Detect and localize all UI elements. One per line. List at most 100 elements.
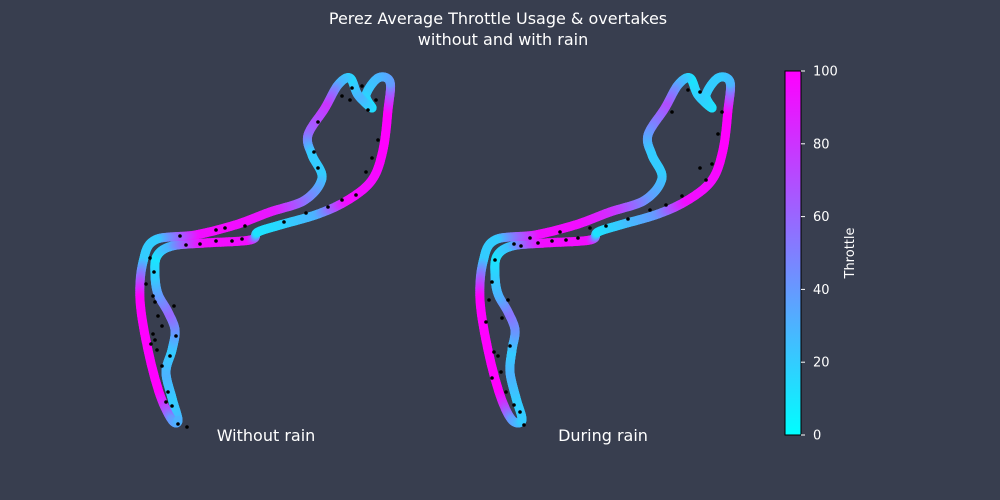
overtake-marker: [185, 425, 189, 429]
overtake-marker: [348, 98, 352, 102]
overtake-marker: [519, 244, 523, 248]
overtake-marker: [174, 334, 178, 338]
overtake-marker: [512, 242, 516, 246]
overtake-marker: [508, 344, 512, 348]
overtake-marker: [153, 338, 157, 342]
overtake-marker: [698, 90, 702, 94]
overtake-marker: [536, 241, 540, 245]
overtake-marker: [230, 239, 234, 243]
overtake-marker: [178, 234, 182, 238]
overtake-marker: [198, 242, 202, 246]
overtake-marker: [500, 316, 504, 320]
overtake-marker: [487, 298, 491, 302]
colorbar-gradient: [784, 70, 802, 436]
overtake-marker: [670, 110, 674, 114]
overtake-marker: [576, 236, 580, 240]
overtake-marker: [664, 203, 668, 207]
overtake-marker: [149, 342, 153, 346]
overtake-marker: [376, 138, 380, 142]
overtake-marker: [512, 403, 516, 407]
colorbar-ticks: 0 20 40 60 80 100: [801, 65, 838, 444]
overtake-marker: [170, 404, 174, 408]
chart-title-line-2: without and with rain: [418, 30, 588, 49]
overtake-marker: [528, 236, 532, 240]
overtake-marker: [366, 108, 370, 112]
panel-label-during-rain: During rain: [558, 426, 648, 445]
overtake-marker: [626, 217, 630, 221]
overtake-marker: [144, 282, 148, 286]
overtake-marker: [184, 243, 188, 247]
overtake-marker: [164, 400, 168, 404]
overtake-marker: [340, 94, 344, 98]
colorbar: 0 20 40 60 80 100 Throttle: [784, 65, 858, 444]
overtake-marker: [243, 224, 247, 228]
colorbar-tick-label: 60: [813, 210, 830, 225]
overtake-marker: [153, 300, 157, 304]
overtake-marker: [493, 258, 497, 262]
overtake-marker: [490, 376, 494, 380]
overtake-marker: [166, 390, 170, 394]
overtake-marker: [160, 324, 164, 328]
colorbar-label: Throttle: [843, 228, 858, 280]
overtake-marker: [326, 205, 330, 209]
panel-during-rain: [475, 72, 736, 428]
overtake-marker: [522, 423, 526, 427]
overtake-marker: [304, 211, 308, 215]
overtake-marker: [176, 422, 180, 426]
overtake-marker: [648, 208, 652, 212]
overtake-marker: [240, 237, 244, 241]
overtake-marker: [152, 270, 156, 274]
overtake-marker: [686, 88, 690, 92]
overtake-marker: [316, 120, 320, 124]
overtake-marker: [214, 239, 218, 243]
overtake-marker: [374, 98, 378, 102]
colorbar-tick-label: 100: [813, 65, 838, 80]
colorbar-tick-label: 20: [813, 356, 830, 371]
colorbar-tick-label: 40: [813, 283, 830, 298]
overtake-marker: [223, 226, 227, 230]
overtake-marker: [698, 166, 702, 170]
overtake-marker: [168, 354, 172, 358]
overtake-marker: [564, 238, 568, 242]
overtake-marker: [156, 314, 160, 318]
overtake-marker: [155, 348, 159, 352]
overtake-marker: [550, 239, 554, 243]
overtake-marker: [499, 370, 503, 374]
overtake-marker: [588, 226, 592, 230]
overtake-marker: [484, 320, 488, 324]
overtake-marker: [312, 150, 316, 154]
overtake-marker: [558, 230, 562, 234]
overtake-marker: [354, 193, 358, 197]
overtake-marker: [148, 256, 152, 260]
overtake-marker: [710, 162, 714, 166]
overtake-marker: [151, 332, 155, 336]
overtake-marker: [704, 178, 708, 182]
panel-label-without-rain: Without rain: [217, 426, 316, 445]
overtake-marker: [518, 410, 522, 414]
overtake-marker: [370, 156, 374, 160]
overtake-marker: [360, 84, 364, 88]
overtake-marker: [160, 364, 164, 368]
overtake-marker: [506, 298, 510, 302]
colorbar-tick-label: 0: [813, 429, 821, 444]
overtake-marker: [172, 304, 176, 308]
overtake-marker: [282, 220, 286, 224]
overtake-marker: [504, 390, 508, 394]
overtake-marker: [151, 294, 155, 298]
overtake-marker: [490, 280, 494, 284]
overtake-marker: [492, 350, 496, 354]
colorbar-tick-label: 80: [813, 137, 830, 152]
overtake-marker: [340, 198, 344, 202]
overtake-marker: [720, 110, 724, 114]
overtake-marker: [350, 86, 354, 90]
overtake-marker: [716, 132, 720, 136]
overtake-marker: [316, 166, 320, 170]
overtake-marker: [364, 170, 368, 174]
overtake-marker: [214, 228, 218, 232]
overtake-marker: [680, 194, 684, 198]
chart-title-line-1: Perez Average Throttle Usage & overtakes: [329, 9, 667, 28]
panel-without-rain: [135, 72, 396, 429]
overtake-marker: [604, 224, 608, 228]
overtake-marker: [496, 354, 500, 358]
